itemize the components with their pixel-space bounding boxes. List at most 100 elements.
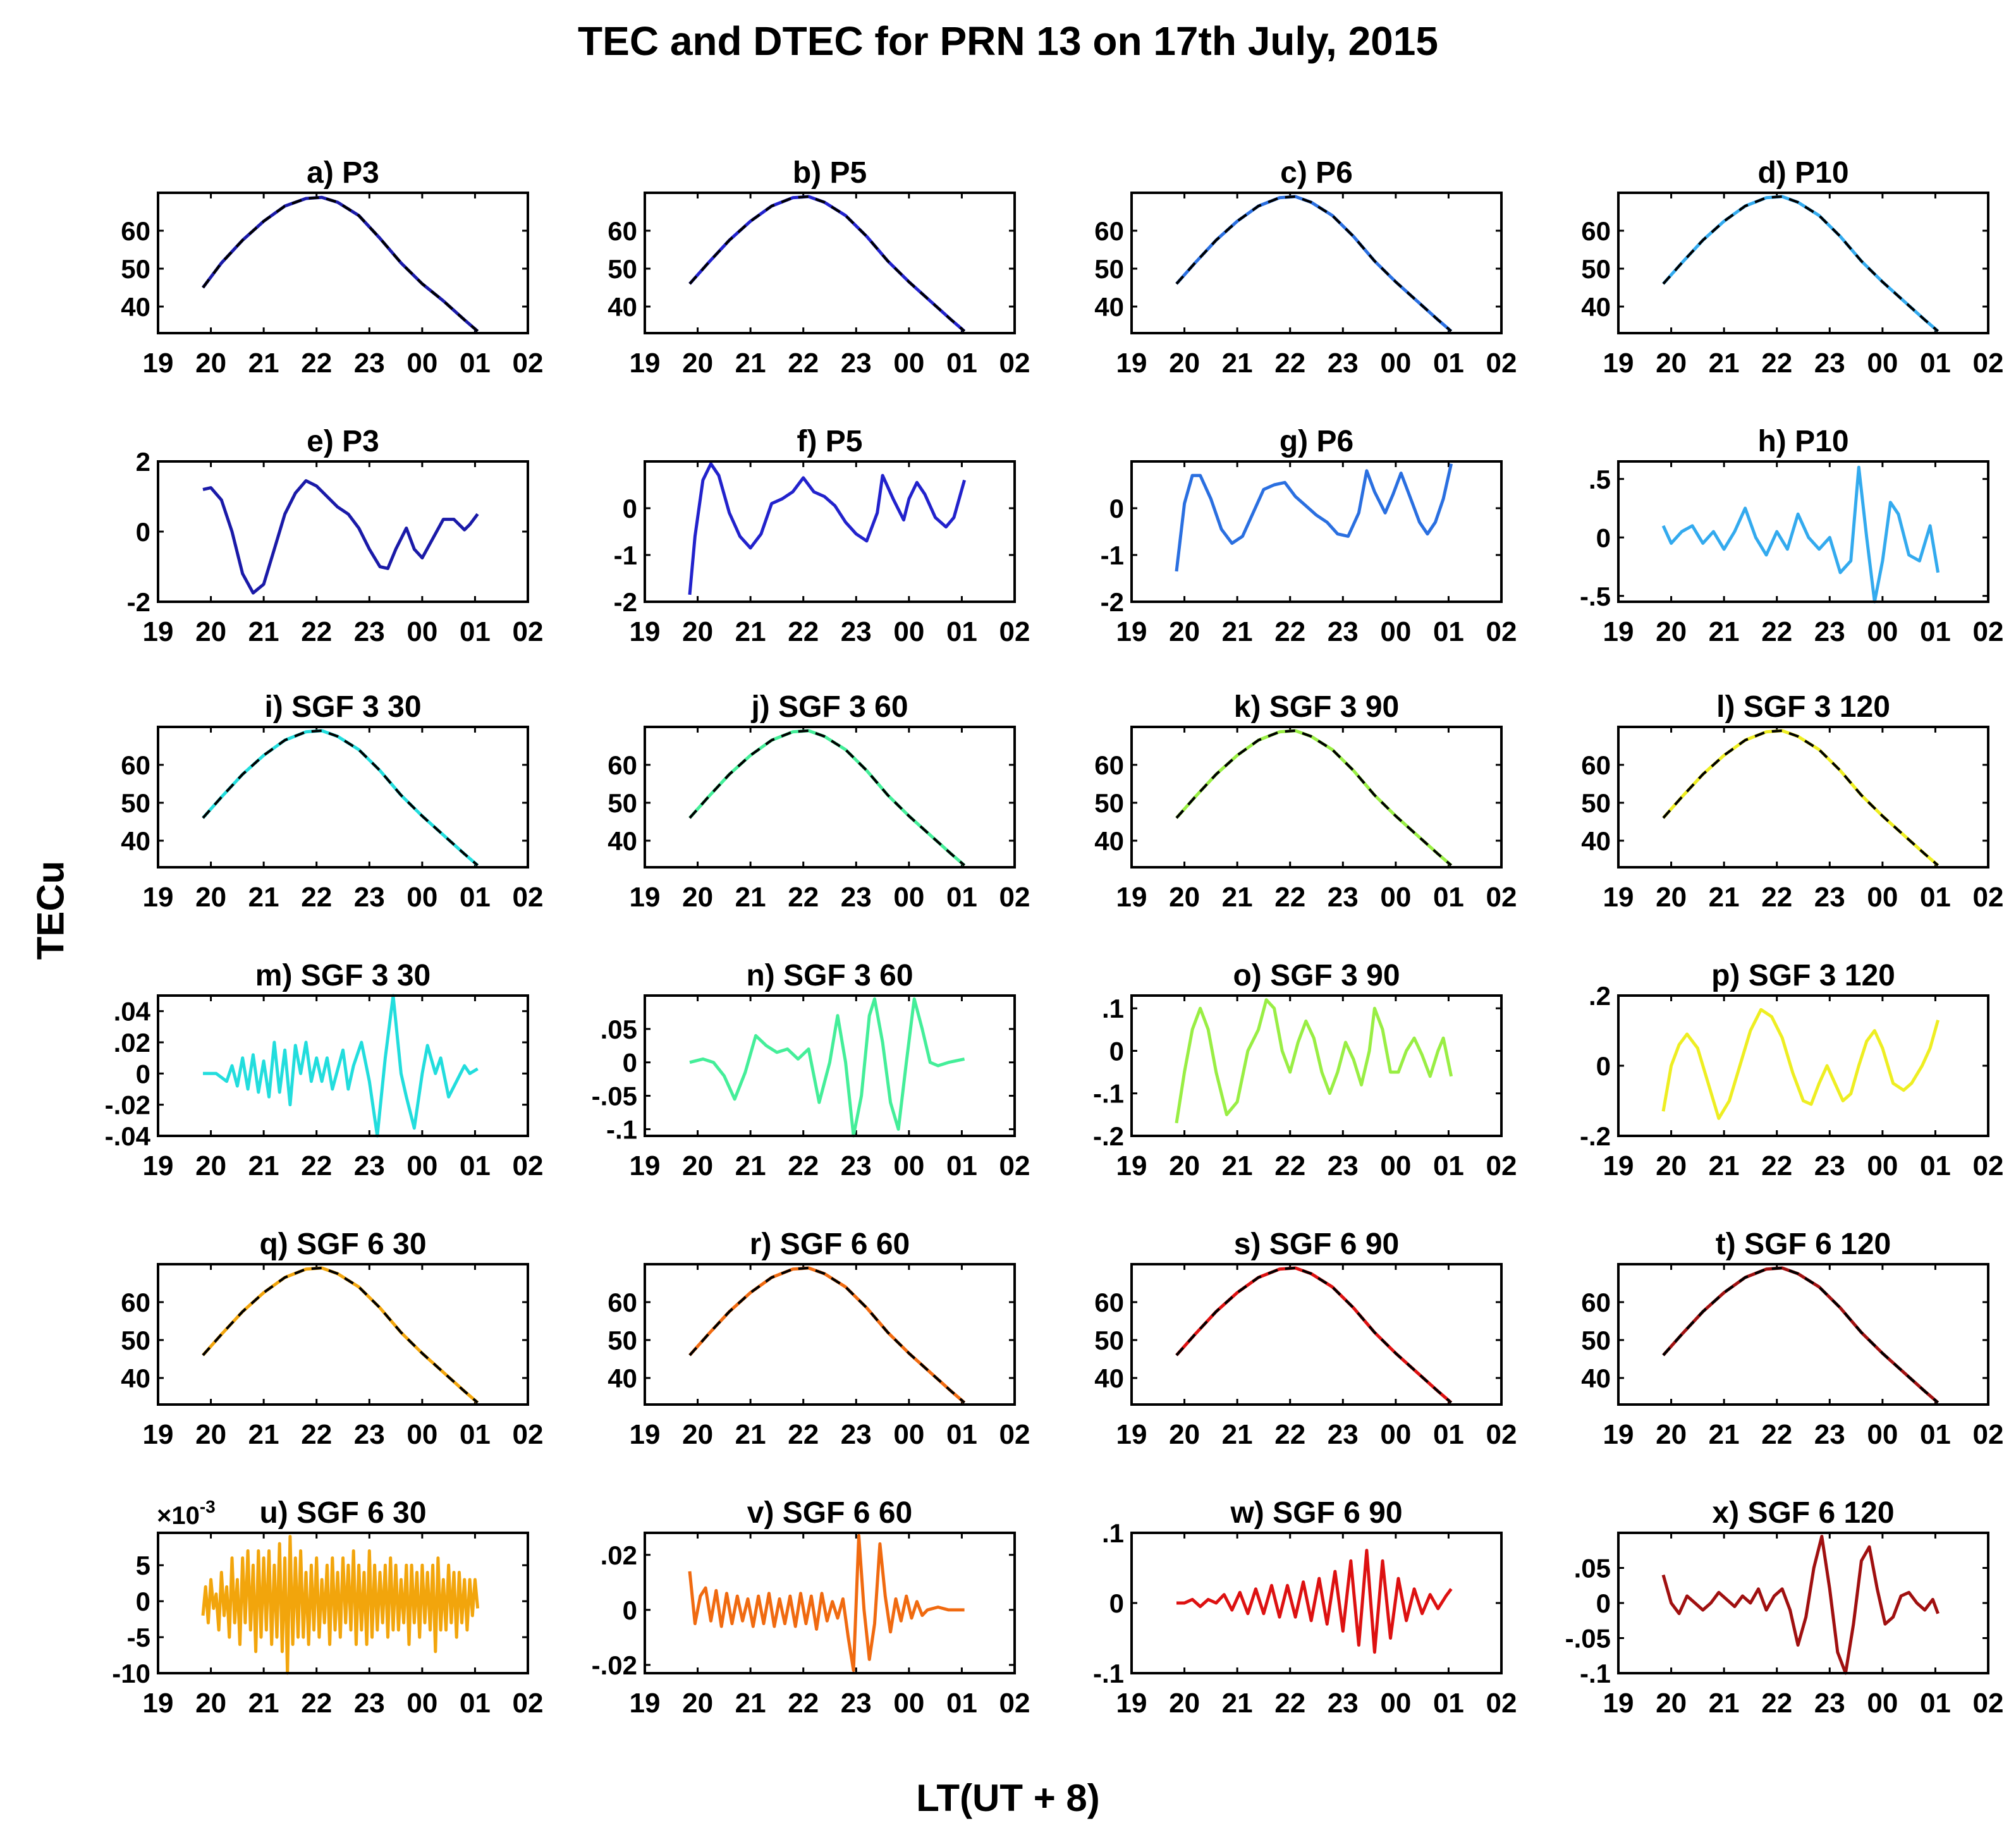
x-tick-label-i: 00: [406, 882, 437, 913]
x-tick-label-m: 21: [248, 1150, 279, 1181]
x-tick-label-j: 00: [893, 882, 924, 913]
y-tick-label-p: .2: [1589, 981, 1611, 1011]
x-tick-label-h: 21: [1709, 616, 1740, 647]
x-tick-label-i: 21: [248, 882, 279, 913]
series-line-l: [1662, 729, 1940, 867]
x-tick-label-x: 21: [1709, 1688, 1740, 1719]
raw-tec-dashed-t: [1662, 1267, 1939, 1404]
y-tick-label-r: 60: [608, 1288, 637, 1317]
series-line-a: [202, 195, 479, 332]
x-tick-label-g: 21: [1222, 616, 1253, 647]
axis-exponent-u: ×10-3: [157, 1497, 216, 1530]
y-tick-label-e: 2: [136, 447, 150, 477]
x-tick-label-r: 22: [788, 1419, 819, 1450]
raw-tec-dashed-s: [1175, 1267, 1452, 1404]
x-tick-label-s: 21: [1222, 1419, 1253, 1450]
y-tick-label-q: 60: [121, 1288, 150, 1317]
x-tick-label-n: 19: [630, 1150, 661, 1181]
x-tick-label-s: 23: [1328, 1419, 1359, 1450]
y-tick-label-u: -10: [112, 1659, 150, 1688]
x-tick-label-i: 01: [460, 882, 491, 913]
y-tick-label-a: 40: [121, 292, 150, 322]
axes-frame-v: [644, 1532, 1016, 1674]
axes-frame-p: [1617, 994, 1989, 1137]
x-tick-label-u: 01: [460, 1688, 491, 1719]
y-tick-label-x: -.1: [1580, 1659, 1611, 1688]
x-tick-label-q: 21: [248, 1419, 279, 1450]
y-tick-label-o: -.2: [1093, 1121, 1124, 1151]
y-tick-label-j: 40: [608, 826, 637, 856]
x-tick-label-o: 22: [1274, 1150, 1305, 1181]
x-tick-label-k: 02: [1486, 882, 1517, 913]
y-tick-label-b: 40: [608, 292, 637, 322]
x-tick-label-i: 23: [354, 882, 385, 913]
x-tick-label-l: 02: [1973, 882, 2004, 913]
subplot-title-d: d) P10: [1757, 156, 1848, 190]
subplot-g: g) P6 19 20 21 22 23 00 01 02 -2 -1 0: [1101, 425, 1517, 647]
x-tick-label-k: 22: [1274, 882, 1305, 913]
x-tick-label-m: 00: [406, 1150, 437, 1181]
y-tick-label-h: .5: [1589, 465, 1611, 494]
y-tick-label-m: 0: [136, 1059, 150, 1088]
x-tick-label-u: 02: [513, 1688, 544, 1719]
axes-frame-n: [644, 994, 1016, 1137]
x-tick-label-g: 20: [1169, 616, 1200, 647]
x-tick-label-f: 21: [735, 616, 766, 647]
x-tick-label-j: 21: [735, 882, 766, 913]
y-tick-label-i: 50: [121, 788, 150, 818]
x-tick-label-m: 19: [143, 1150, 174, 1181]
y-tick-label-p: 0: [1596, 1051, 1611, 1081]
raw-tec-dashed-i: [202, 729, 479, 867]
y-tick-label-x: .05: [1574, 1554, 1611, 1583]
series-line-t: [1662, 1266, 1940, 1404]
axes-frame-d: [1617, 192, 1989, 334]
x-tick-label-c: 21: [1222, 348, 1253, 379]
x-tick-label-o: 21: [1222, 1150, 1253, 1181]
x-tick-label-d: 00: [1867, 348, 1898, 379]
x-tick-label-n: 21: [735, 1150, 766, 1181]
series-line-f: [688, 462, 967, 595]
x-tick-label-b: 19: [630, 348, 661, 379]
x-tick-label-o: 20: [1169, 1150, 1200, 1181]
y-tick-label-n: -.05: [592, 1082, 637, 1111]
x-tick-label-g: 23: [1328, 616, 1359, 647]
x-tick-label-t: 22: [1761, 1419, 1792, 1450]
y-tick-label-b: 60: [608, 216, 637, 246]
subplot-c: c) P6 19 20 21 22 23 00 01 02 40 50 60: [1094, 156, 1517, 379]
x-tick-label-j: 19: [630, 882, 661, 913]
series-line-o: [1175, 998, 1453, 1124]
series-line-r: [688, 1266, 966, 1404]
x-tick-label-v: 02: [999, 1688, 1030, 1719]
y-tick-label-f: 0: [623, 494, 637, 523]
x-tick-label-t: 20: [1656, 1419, 1687, 1450]
subplot-title-a: a) P3: [307, 156, 379, 190]
axes-frame-g: [1130, 460, 1503, 603]
y-tick-label-v: 0: [623, 1595, 637, 1625]
y-tick-label-a: 50: [121, 254, 150, 284]
x-tick-label-v: 01: [946, 1688, 977, 1719]
y-tick-label-h: 0: [1596, 523, 1611, 552]
x-tick-label-i: 20: [195, 882, 226, 913]
subplot-title-i: i) SGF 3 30: [264, 690, 421, 724]
x-tick-label-r: 02: [999, 1419, 1030, 1450]
x-tick-label-u: 00: [406, 1688, 437, 1719]
x-tick-label-c: 19: [1116, 348, 1147, 379]
x-tick-label-n: 01: [946, 1150, 977, 1181]
x-tick-label-a: 20: [195, 348, 226, 379]
series-line-k: [1175, 729, 1453, 867]
x-tick-label-a: 01: [460, 348, 491, 379]
y-tick-label-u: -5: [127, 1623, 150, 1652]
y-tick-label-p: -.2: [1580, 1121, 1611, 1151]
x-tick-label-h: 22: [1761, 616, 1792, 647]
subplot-title-t: t) SGF 6 120: [1716, 1228, 1891, 1261]
subplot-s: s) SGF 6 90 19 20 21 22 23 00 01 02 40 50 60: [1094, 1228, 1517, 1450]
subplot-title-r: r) SGF 6 60: [750, 1228, 910, 1261]
y-tick-label-g: 0: [1109, 494, 1124, 523]
x-tick-label-t: 21: [1709, 1419, 1740, 1450]
x-tick-label-q: 23: [354, 1419, 385, 1450]
axes-frame-s: [1130, 1263, 1503, 1406]
raw-tec-dashed-a: [202, 196, 479, 332]
axes-frame-k: [1130, 726, 1503, 869]
x-tick-label-j: 02: [999, 882, 1030, 913]
